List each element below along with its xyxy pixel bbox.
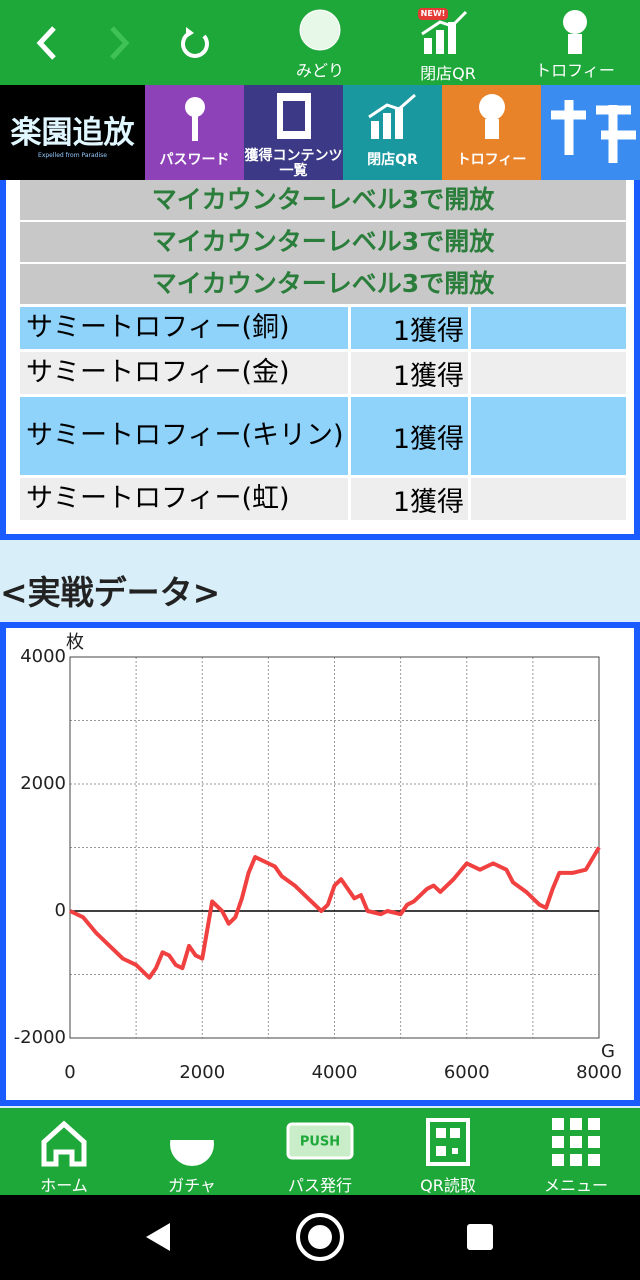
nav-label: メニュー [543, 1176, 608, 1195]
key-icon [185, 97, 205, 141]
nav-label: ホーム [40, 1176, 88, 1195]
chart-panel: -2000 0 2000 4000 0 2000 4000 6000 8000 枚 G [0, 622, 640, 1106]
system-recents[interactable] [467, 1224, 493, 1250]
nav-item[interactable]: ガチャ [128, 1108, 256, 1195]
trophy-name: サミートロフィー(銅) [20, 307, 348, 349]
y-tick-label: -2000 [14, 1027, 66, 1048]
nav-label: ガチャ [168, 1176, 216, 1195]
system-nav [0, 1195, 640, 1280]
tab-label: 獲得コンテンツ [244, 148, 343, 164]
nav-label: QR読取 [420, 1176, 476, 1195]
gacha-icon [170, 1118, 214, 1166]
x-tick-label: 4000 [312, 1062, 358, 1083]
tab-label: パスワード [159, 152, 230, 168]
y-tick-label: 4000 [20, 646, 66, 667]
push-text: PUSH [300, 1135, 340, 1150]
locked-row: マイカウンターレベル3で開放 [20, 180, 626, 220]
system-home-dot [308, 1225, 332, 1249]
qr-read-icon [426, 1118, 470, 1166]
system-home[interactable] [296, 1213, 344, 1261]
list-icon [277, 93, 311, 139]
chart: -2000 0 2000 4000 0 2000 4000 6000 8000 枚 G [14, 632, 622, 1083]
banner: 楽園追放 Expelled from Paradise パスワード 獲得コンテン… [0, 85, 640, 180]
trophy-row: サミートロフィー(キリン) 1獲得 [20, 397, 626, 475]
midori-icon[interactable] [299, 9, 341, 51]
new-badge-bg [418, 8, 448, 20]
trophy-count: 1獲得 [351, 478, 468, 520]
top-bar: みどり 閉店QR NEW! トロフィー [0, 0, 640, 85]
tab[interactable]: パスワード [145, 85, 244, 180]
trophy-name: サミートロフィー(金) [20, 352, 348, 394]
x-tick-label: 8000 [576, 1062, 622, 1083]
tab-label: トロフィー [456, 152, 527, 168]
tab-label: 閉店QR [367, 152, 418, 168]
system-back[interactable] [146, 1223, 170, 1251]
back-button[interactable] [36, 26, 56, 60]
x-tick-label: 2000 [179, 1062, 225, 1083]
logo-subtext: Expelled from Paradise [38, 152, 107, 159]
reload-arrow [186, 27, 194, 38]
nav-item[interactable]: QR読取 [384, 1108, 512, 1195]
locked-row: マイカウンターレベル3で開放 [20, 222, 626, 262]
trophy-row: サミートロフィー(金) 1獲得 [20, 352, 626, 394]
nav-label: パス発行 [287, 1176, 352, 1195]
nav-label[interactable]: みどり [295, 61, 344, 80]
locked-row: マイカウンターレベル3で開放 [20, 264, 626, 304]
nav-item[interactable]: ホーム [0, 1108, 128, 1195]
logo[interactable]: 楽園追放 Expelled from Paradise [0, 85, 145, 180]
nav-item[interactable]: PUSH パス発行 [256, 1108, 384, 1195]
nav-label[interactable]: 閉店QR [420, 64, 476, 83]
nav-label[interactable]: トロフィー [535, 61, 615, 80]
section-title: <実戦データ> [0, 573, 221, 612]
forward-button[interactable] [110, 26, 130, 60]
trophy-row: サミートロフィー(銅) 1獲得 [20, 307, 626, 349]
tab[interactable]: 獲得コンテンツ 一覧 [244, 85, 343, 180]
trophy-name: サミートロフィー(キリン) [20, 397, 348, 475]
trophy-extra [471, 478, 626, 520]
trophy-name: サミートロフィー(虹) [20, 478, 348, 520]
trophy-panel: マイカウンターレベル3で開放 マイカウンターレベル3で開放 マイカウンターレベル… [0, 180, 640, 540]
series-line [69, 846, 601, 980]
x-tick-label: 6000 [444, 1062, 490, 1083]
x-tick-label: 0 [64, 1062, 75, 1083]
y-tick-label: 0 [55, 900, 66, 921]
app-logo[interactable] [541, 85, 640, 180]
trophy-icon [479, 94, 505, 139]
tab-label: 一覧 [279, 163, 308, 179]
trophy-extra [471, 352, 626, 394]
bottom-nav: ホーム ガチャ PUSH パス発行 QR読取 メニュー [0, 1108, 640, 1195]
logo-text: 楽園追放 [10, 115, 135, 151]
menu-icon [552, 1118, 600, 1166]
push-icon: PUSH [286, 1122, 354, 1160]
top-icons [36, 8, 587, 60]
trophy-extra [471, 397, 626, 475]
trophy-row: サミートロフィー(虹) 1獲得 [20, 478, 626, 520]
trophy-count: 1獲得 [351, 307, 468, 349]
tab[interactable]: 閉店QR [343, 85, 442, 180]
reload-button[interactable] [181, 31, 209, 58]
home-icon [41, 1120, 87, 1167]
trophy-count: 1獲得 [351, 397, 468, 475]
qr-icon[interactable] [421, 10, 468, 54]
y-unit: 枚 [66, 632, 84, 653]
new-badge: NEW! [420, 9, 446, 18]
qr-icon [368, 93, 416, 139]
trophy-count: 1獲得 [351, 352, 468, 394]
y-tick-label: 2000 [20, 773, 66, 794]
trophy-extra [471, 307, 626, 349]
x-unit: G [601, 1041, 615, 1062]
tab[interactable]: トロフィー [442, 85, 541, 180]
trophy-icon[interactable] [563, 10, 587, 54]
nav-item[interactable]: メニュー [512, 1108, 640, 1195]
